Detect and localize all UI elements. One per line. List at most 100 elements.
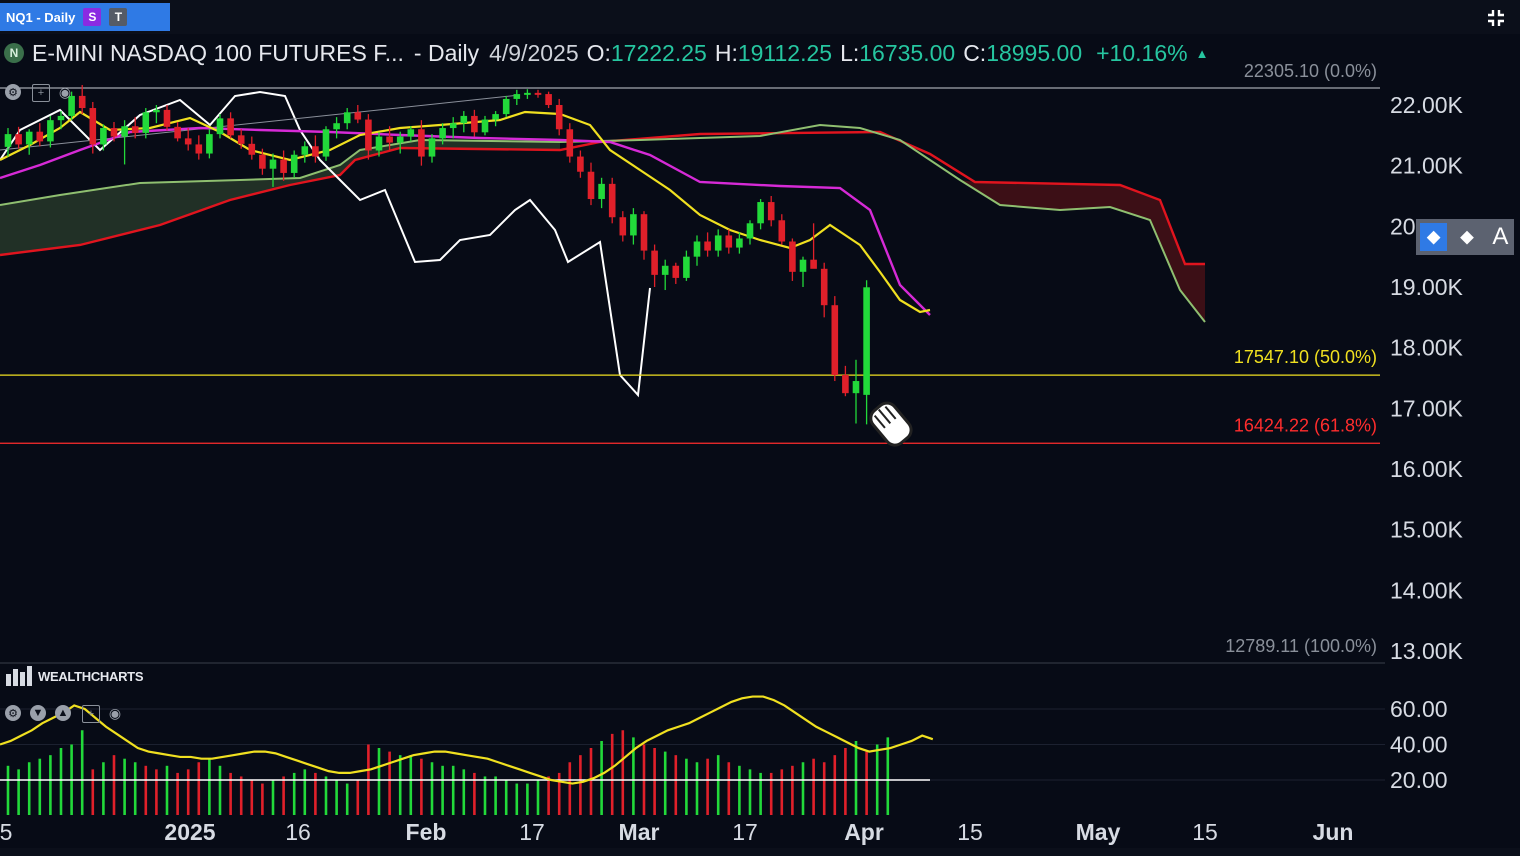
candle-body xyxy=(492,114,499,120)
collapse-down-icon[interactable]: ▼ xyxy=(30,705,46,721)
indicator-settings-icon[interactable]: ⚙ xyxy=(5,705,21,721)
candle-body xyxy=(619,217,627,236)
time-tick-label: 15 xyxy=(957,819,983,845)
tag-icon[interactable]: ⬥ xyxy=(1459,225,1474,248)
candle-body xyxy=(269,159,277,169)
ichimoku-cloud-bull xyxy=(0,140,560,255)
candle-body xyxy=(110,128,118,137)
tab-bar: NQ1 - Daily S T xyxy=(0,0,1520,34)
badge-s[interactable]: S xyxy=(83,8,102,26)
close-value: 18995.00 xyxy=(986,39,1083,66)
candle-body xyxy=(566,129,574,157)
ichimoku-cloud-bear xyxy=(960,180,1205,322)
candle-body xyxy=(513,94,521,99)
candle-body xyxy=(142,112,150,133)
candle-body xyxy=(153,109,160,113)
price-tick-label: 19.00K xyxy=(1390,274,1464,300)
candle-body xyxy=(449,123,457,129)
hand-cursor-icon xyxy=(869,401,913,447)
candle-body xyxy=(481,119,489,133)
high-value: 19112.25 xyxy=(737,39,833,66)
wealthcharts-logo: WEALTHCHARTS xyxy=(4,664,144,688)
add-indicator-icon[interactable]: + xyxy=(82,705,100,723)
candle-body xyxy=(555,105,563,130)
candle-body xyxy=(227,118,234,136)
time-tick-label: 2025 xyxy=(164,819,215,845)
candle-body xyxy=(89,108,97,145)
candle-body xyxy=(683,256,690,278)
chart-header: N E-MINI NASDAQ 100 FUTURES F... - Daily… xyxy=(0,37,1208,69)
eye-icon[interactable]: ◉ xyxy=(58,83,72,100)
candle-body xyxy=(524,92,531,95)
candle-body xyxy=(736,238,743,248)
expand-up-icon[interactable]: ▲ xyxy=(55,705,71,721)
candle-body xyxy=(312,146,319,157)
wealthcharts-logo-icon xyxy=(6,666,32,686)
candle-body xyxy=(174,126,181,139)
candle-body xyxy=(725,235,733,248)
time-tick-label: 17 xyxy=(732,819,758,845)
indicator-tick-label: 60.00 xyxy=(1390,696,1448,722)
candle-body xyxy=(290,154,298,173)
wealthcharts-brand: WEALTHCHARTS xyxy=(38,668,144,684)
time-tick-label: 5 xyxy=(0,819,12,845)
bar-date: 4/9/2025 xyxy=(489,39,579,66)
add-indicator-icon[interactable]: + xyxy=(32,84,50,102)
candle-body xyxy=(184,138,192,145)
price-tick-label: 20 xyxy=(1390,213,1416,239)
candle-body xyxy=(439,128,446,139)
instrument-title[interactable]: E-MINI NASDAQ 100 FUTURES F... xyxy=(32,39,404,66)
candle-body xyxy=(799,259,807,272)
expand-icon[interactable] xyxy=(1486,8,1506,33)
time-tick-label: 17 xyxy=(519,819,545,845)
symbol-tab[interactable]: NQ1 - Daily S T xyxy=(0,3,170,31)
fib-label-0: 22305.10 (0.0%) xyxy=(1244,61,1377,81)
candle-body xyxy=(407,129,415,137)
candle-body xyxy=(608,183,616,218)
tag-icon[interactable]: ⬥ xyxy=(1420,223,1448,251)
open-label: O: xyxy=(586,39,611,66)
candle-body xyxy=(333,123,340,130)
moving-average-yellow xyxy=(0,110,931,314)
time-tick-label: Mar xyxy=(619,819,660,845)
badge-t[interactable]: T xyxy=(109,8,128,26)
interval-label[interactable]: - Daily xyxy=(413,39,480,66)
candle-body xyxy=(863,287,870,395)
fib-label-2: 16424.22 (61.8%) xyxy=(1234,415,1377,435)
price-tick-label: 21.00K xyxy=(1390,153,1464,179)
symbol-tab-label: NQ1 - Daily xyxy=(6,9,76,25)
candle-body xyxy=(534,92,542,95)
candle-body xyxy=(789,241,796,272)
candle-body xyxy=(852,381,860,394)
indicator-signal-line xyxy=(0,695,934,785)
candle-body xyxy=(460,115,468,124)
candle-body xyxy=(78,95,86,109)
candle-body xyxy=(301,146,309,155)
text-tool-icon[interactable]: A xyxy=(1492,223,1509,250)
candle-body xyxy=(842,374,849,394)
candle-body xyxy=(820,268,828,306)
candle-body xyxy=(57,115,65,121)
candle-body xyxy=(322,129,330,157)
up-arrow-icon: ▲ xyxy=(1195,45,1209,61)
price-tick-label: 16.00K xyxy=(1390,456,1464,482)
eye-icon[interactable]: ◉ xyxy=(108,704,122,721)
low-value: 16735.00 xyxy=(859,39,956,66)
candle-body xyxy=(661,265,669,275)
drawing-toolbar: ⬥ ⬥ A xyxy=(1416,219,1514,255)
candle-body xyxy=(693,241,701,257)
candle-body xyxy=(651,250,658,275)
candle-body xyxy=(704,241,711,251)
candle-body xyxy=(343,112,351,124)
candle-body xyxy=(354,112,362,120)
candle-body xyxy=(365,119,372,151)
candle-body xyxy=(545,94,552,105)
low-label: L: xyxy=(840,39,860,66)
candle-body xyxy=(640,214,648,251)
candle-body xyxy=(577,156,584,172)
settings-icon[interactable]: ⚙ xyxy=(5,84,21,100)
time-tick-label: May xyxy=(1076,819,1121,845)
high-label: H: xyxy=(714,39,738,66)
time-tick-label: Apr xyxy=(844,819,884,845)
